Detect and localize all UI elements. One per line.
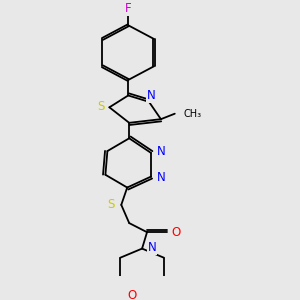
Text: N: N	[157, 146, 165, 158]
Text: N: N	[147, 89, 155, 102]
Text: F: F	[125, 2, 131, 15]
Text: O: O	[171, 226, 180, 239]
Text: N: N	[157, 171, 165, 184]
Text: S: S	[97, 100, 104, 113]
Text: S: S	[108, 198, 115, 211]
Text: CH₃: CH₃	[184, 109, 202, 119]
Text: N: N	[148, 241, 156, 254]
Text: O: O	[128, 289, 137, 300]
